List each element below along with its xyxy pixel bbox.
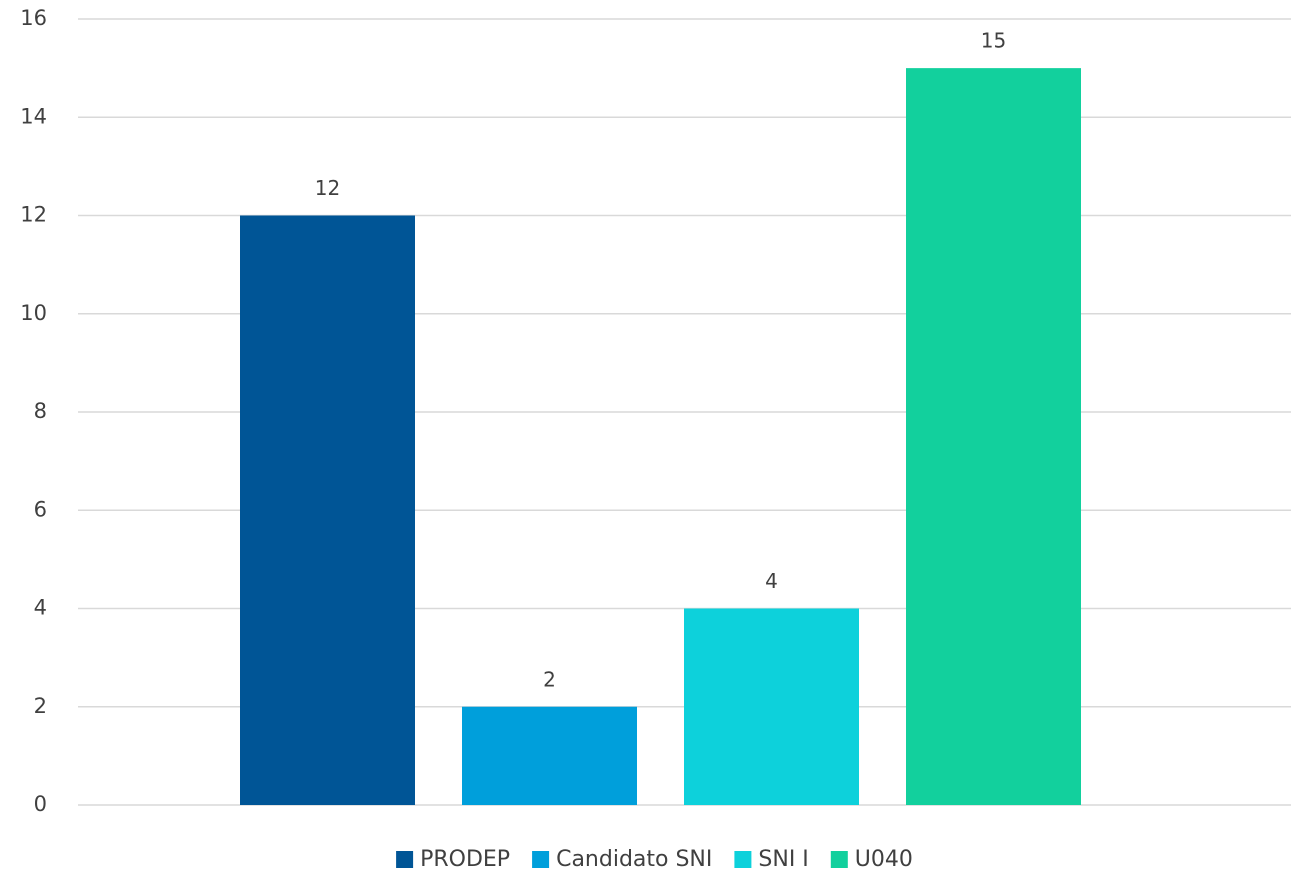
y-tick-label: 16 bbox=[20, 6, 47, 30]
legend-label: Candidato SNI bbox=[556, 847, 712, 872]
legend-swatch bbox=[532, 851, 550, 868]
legend-label: U040 bbox=[855, 847, 913, 872]
y-tick-label: 6 bbox=[34, 497, 47, 521]
legend-swatch bbox=[734, 851, 752, 868]
y-tick-label: 0 bbox=[34, 792, 47, 816]
legend-label: SNI I bbox=[758, 847, 808, 872]
data-label: 4 bbox=[765, 569, 778, 593]
legend-swatch bbox=[396, 851, 414, 868]
data-label: 2 bbox=[543, 667, 556, 691]
bar bbox=[462, 706, 637, 805]
y-tick-label: 10 bbox=[20, 301, 47, 325]
y-tick-label: 4 bbox=[34, 596, 47, 620]
data-label: 15 bbox=[981, 29, 1006, 53]
data-label: 12 bbox=[315, 176, 340, 200]
y-tick-label: 8 bbox=[34, 399, 47, 423]
y-tick-label: 2 bbox=[34, 694, 47, 718]
bar bbox=[684, 608, 859, 805]
legend-swatch bbox=[830, 851, 848, 868]
y-tick-label: 14 bbox=[20, 104, 47, 128]
legend-label: PRODEP bbox=[420, 847, 510, 872]
bar bbox=[906, 68, 1081, 805]
y-tick-label: 12 bbox=[20, 203, 47, 227]
bar bbox=[240, 215, 415, 805]
